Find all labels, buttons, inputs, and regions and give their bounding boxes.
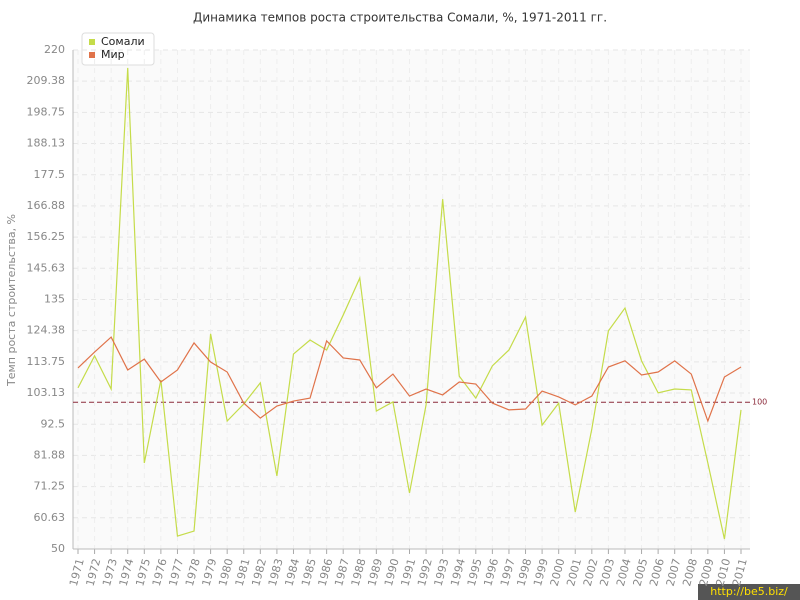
series-line — [77, 336, 742, 423]
legend-label: Сомали — [101, 35, 145, 48]
y-tick-label: 60.63 — [34, 511, 66, 524]
y-tick-label: 71.25 — [34, 480, 66, 493]
legend-label: Мир — [101, 48, 125, 61]
y-tick-label: 166.88 — [27, 199, 66, 212]
watermark: http://be5.biz/ — [710, 585, 788, 598]
y-tick-label: 220 — [44, 43, 65, 56]
y-tick-label: 156.25 — [27, 230, 66, 243]
legend-box — [81, 32, 155, 66]
y-tick-label: 50 — [51, 542, 65, 555]
x-tick-label: 2011 — [730, 557, 750, 587]
legend-swatch — [89, 52, 95, 58]
y-tick-label: 135 — [44, 293, 65, 306]
y-tick-label: 92.5 — [41, 417, 66, 430]
y-axis-label: Темп роста строительства, % — [5, 214, 18, 387]
y-tick-label: 188.13 — [27, 137, 66, 150]
legend-swatch — [89, 39, 95, 45]
y-tick-label: 124.38 — [27, 324, 66, 337]
y-tick-label: 103.13 — [27, 386, 66, 399]
y-tick-label: 145.63 — [27, 261, 66, 274]
chart-title: Динамика темпов роста строительства Сома… — [193, 11, 607, 25]
y-tick-label: 113.75 — [27, 355, 66, 368]
reference-label: 100 — [752, 398, 767, 407]
y-tick-label: 81.88 — [34, 448, 66, 461]
series-line — [77, 67, 742, 540]
y-tick-label: 209.38 — [27, 74, 66, 87]
y-tick-label: 198.75 — [27, 105, 66, 118]
y-tick-label: 177.5 — [34, 168, 66, 181]
watermark-bg — [698, 584, 800, 600]
